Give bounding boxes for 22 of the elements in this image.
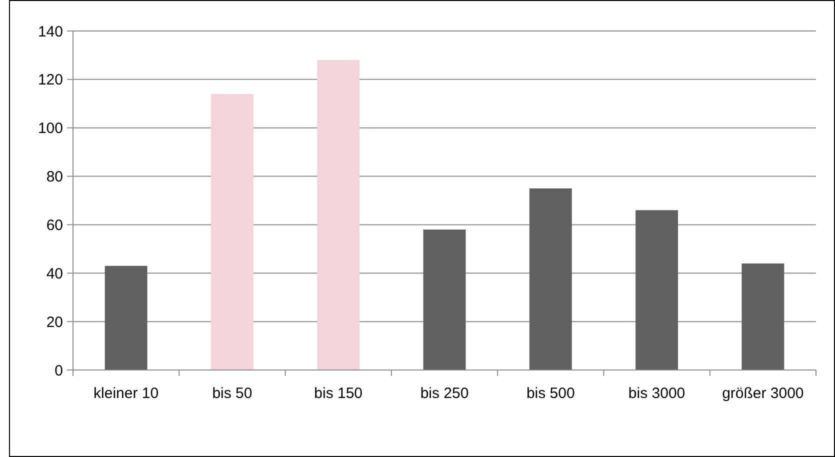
bar	[529, 188, 572, 370]
y-tick-label: 140	[38, 23, 63, 40]
y-tick-label: 0	[54, 362, 63, 380]
y-tick-label: 100	[38, 120, 63, 138]
x-tick-label: größer 3000	[722, 385, 804, 402]
bar	[636, 210, 678, 370]
x-tick-label: bis 150	[314, 385, 363, 402]
bar	[104, 266, 148, 370]
bar	[742, 263, 784, 370]
bar	[317, 60, 360, 370]
y-tick-label: 60	[46, 216, 63, 234]
x-tick-label: bis 500	[526, 385, 575, 402]
y-tick-label: 20	[46, 314, 63, 331]
bar	[210, 94, 254, 370]
y-tick-label: 120	[38, 72, 63, 89]
y-tick-label: 40	[46, 265, 63, 282]
y-tick-label: 80	[46, 168, 63, 186]
x-tick-label: bis 50	[212, 385, 252, 402]
bar	[423, 230, 466, 370]
x-tick-label: bis 250	[420, 385, 469, 402]
x-tick-label: kleiner 10	[94, 385, 159, 402]
x-tick-label: bis 3000	[628, 385, 686, 402]
